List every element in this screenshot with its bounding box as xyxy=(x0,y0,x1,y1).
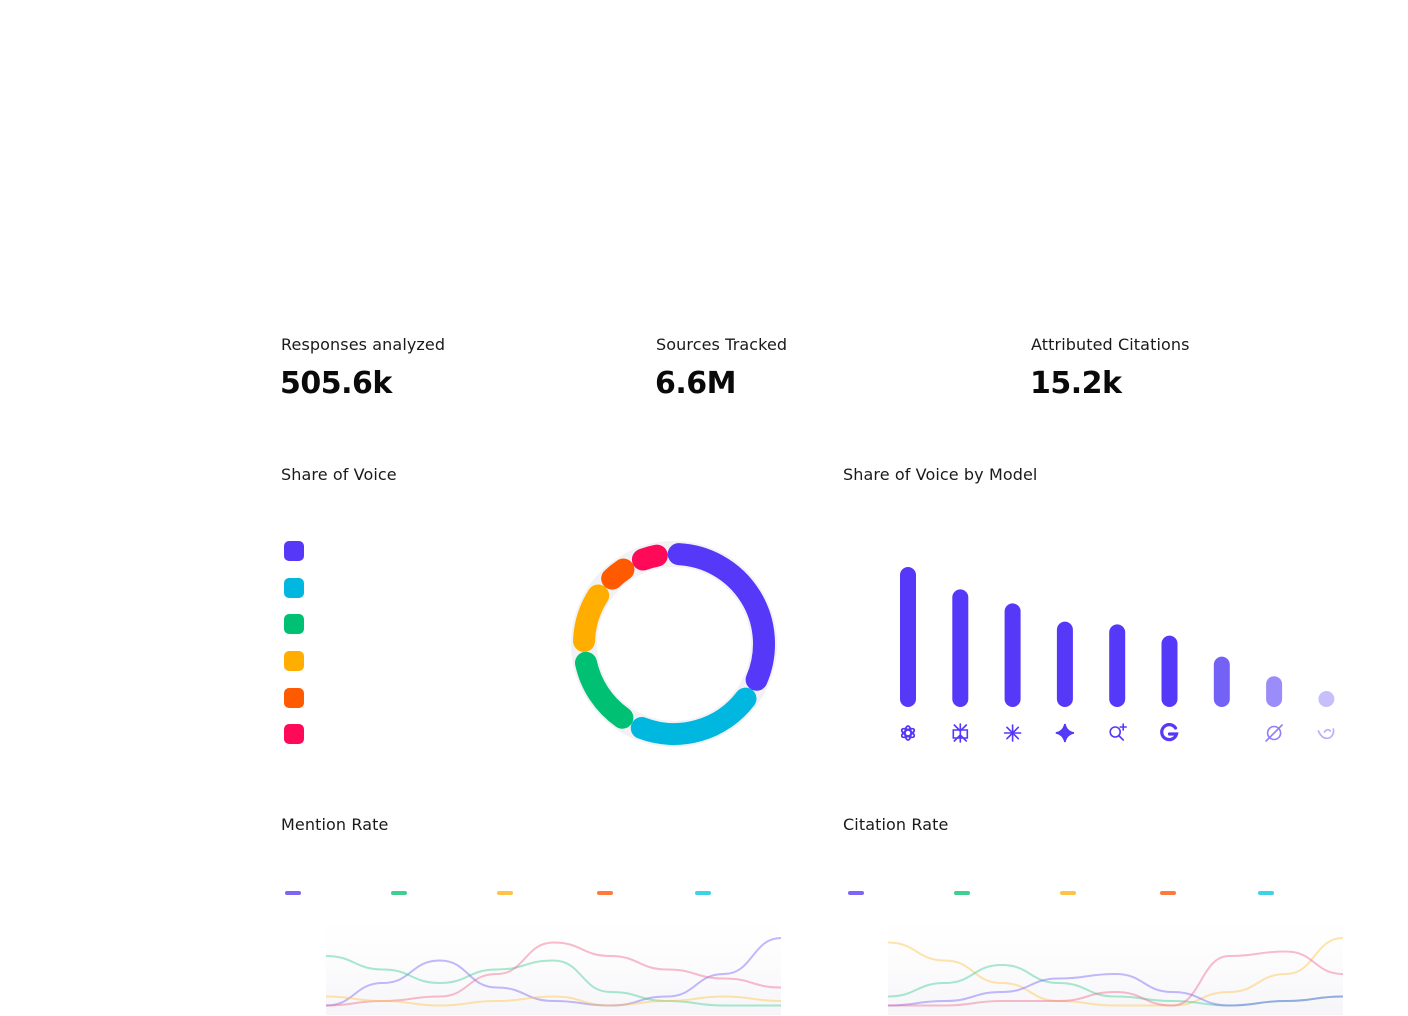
series-line xyxy=(887,950,1344,1007)
perplexity-icon xyxy=(952,723,969,743)
series-line xyxy=(887,972,1344,1007)
stat-label-citations: Attributed Citations xyxy=(1031,335,1190,354)
chart-backdrop xyxy=(326,915,781,1015)
legend-dash xyxy=(1258,891,1274,895)
stat-label-responses: Responses analyzed xyxy=(281,335,446,354)
bar xyxy=(1056,621,1073,707)
legend-swatch xyxy=(284,541,304,561)
legend-dash xyxy=(954,891,970,895)
bar xyxy=(1004,603,1021,707)
model-icons-row xyxy=(900,723,1335,743)
stat-value-sources: 6.6M xyxy=(655,366,737,401)
bar xyxy=(900,567,916,707)
bar xyxy=(952,589,969,707)
legend-swatch xyxy=(284,724,304,744)
series-line xyxy=(887,963,1344,1007)
share-of-voice-donut xyxy=(571,541,777,747)
bar xyxy=(1161,635,1178,707)
series-line xyxy=(325,941,782,1007)
legend-dash xyxy=(695,891,711,895)
gemini-icon xyxy=(1055,723,1075,743)
stat-value-citations: 15.2k xyxy=(1030,366,1122,401)
bar xyxy=(1266,676,1283,707)
grok-icon xyxy=(1265,724,1283,742)
search-ai-icon xyxy=(1109,723,1127,741)
citation-rate-chart xyxy=(887,915,1344,1015)
share-by-model-bars xyxy=(900,567,1335,707)
series-line xyxy=(325,995,782,1007)
series-line xyxy=(325,955,781,1007)
legend-dash xyxy=(597,891,613,895)
openai-icon xyxy=(900,725,916,741)
mention-rate-title: Mention Rate xyxy=(281,815,389,834)
legend-dash xyxy=(1160,891,1176,895)
donut-slice xyxy=(601,558,635,590)
mention-rate-chart xyxy=(325,915,782,1015)
deepseek-icon xyxy=(1317,728,1335,740)
google-icon xyxy=(1160,723,1179,742)
legend-swatch xyxy=(284,651,304,671)
series-line xyxy=(325,937,782,1007)
chart-backdrop xyxy=(888,915,1343,1015)
stat-label-sources: Sources Tracked xyxy=(656,335,788,354)
donut-slice xyxy=(667,543,775,691)
legend-swatch xyxy=(284,614,304,634)
citation-rate-title: Citation Rate xyxy=(843,815,949,834)
bar xyxy=(1109,624,1126,707)
bar xyxy=(1213,656,1230,707)
donut-slice xyxy=(574,651,634,729)
share-by-model-title: Share of Voice by Model xyxy=(843,465,1038,484)
claude-icon xyxy=(1003,724,1022,742)
series-line xyxy=(887,937,1344,1007)
legend-dash xyxy=(497,891,513,895)
legend-dash xyxy=(285,891,301,895)
legend-dash xyxy=(391,891,407,895)
legend-dash xyxy=(848,891,864,895)
legend-dash xyxy=(1060,891,1076,895)
legend-swatch xyxy=(284,578,304,598)
share-of-voice-title: Share of Voice xyxy=(281,465,397,484)
stat-value-responses: 505.6k xyxy=(280,366,392,401)
donut-slice xyxy=(631,544,668,571)
bar xyxy=(1318,691,1335,707)
legend-swatch xyxy=(284,688,304,708)
donut-slice xyxy=(573,584,610,652)
donut-slice xyxy=(630,687,757,745)
